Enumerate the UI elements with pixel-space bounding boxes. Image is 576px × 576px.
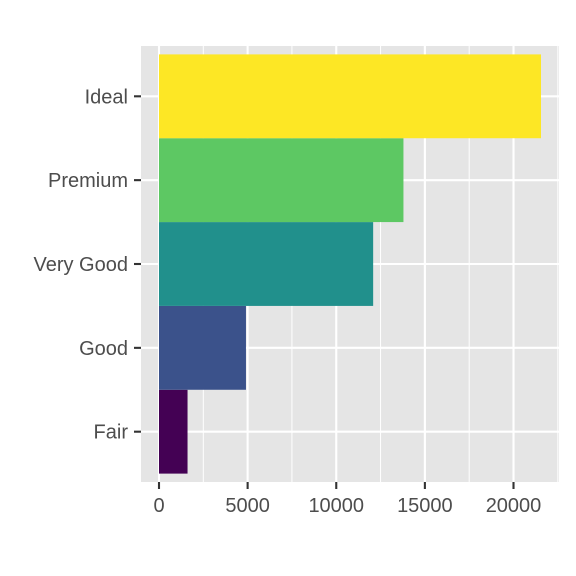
y-tick-label: Good (79, 338, 128, 360)
y-tick-label: Ideal (85, 86, 128, 108)
y-axis: Fair Good Very Good Premium Ideal (33, 86, 141, 444)
bar-ideal (159, 54, 541, 139)
bar-good (159, 305, 246, 390)
x-tick-label: 10000 (308, 495, 364, 517)
bar-very-good (159, 222, 374, 306)
bars (159, 54, 541, 474)
bar-fair (159, 389, 188, 474)
x-tick-label: 20000 (486, 495, 542, 517)
x-axis: 0 5000 10000 15000 20000 (153, 482, 541, 517)
x-tick-label: 0 (153, 495, 164, 517)
x-tick-label: 15000 (397, 495, 453, 517)
x-tick-label: 5000 (225, 495, 270, 517)
y-tick-label: Premium (48, 170, 128, 192)
y-tick-label: Fair (94, 422, 129, 444)
y-tick-label: Very Good (33, 254, 128, 276)
bar-premium (159, 138, 404, 223)
